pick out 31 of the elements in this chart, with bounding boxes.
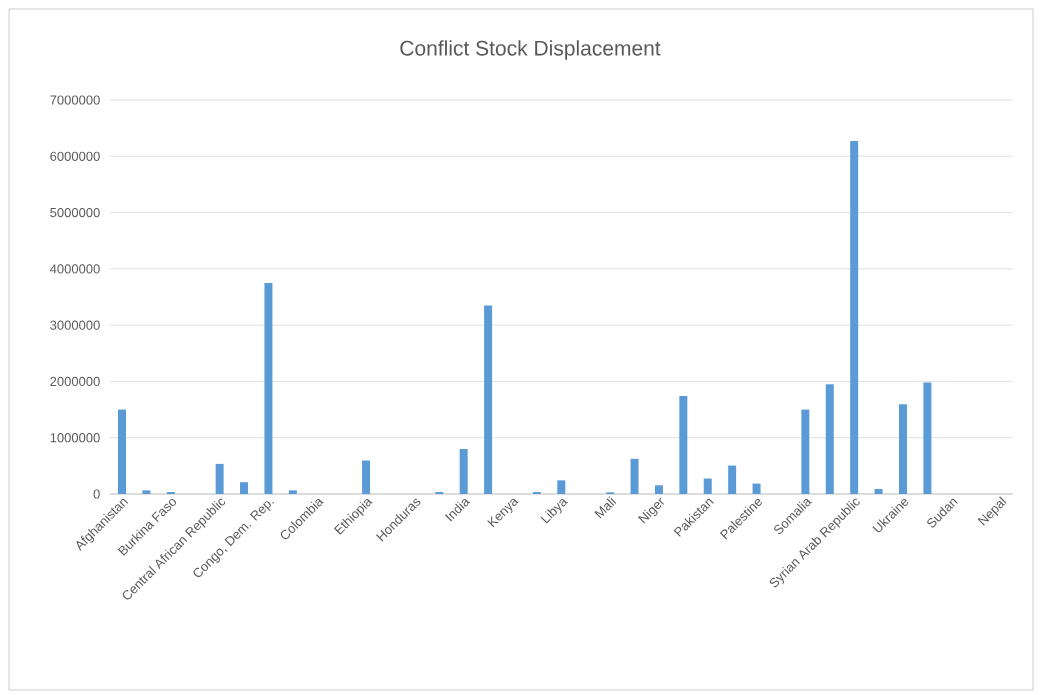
- y-tick-label: 7000000: [50, 95, 100, 105]
- bar: [459, 448, 468, 494]
- bar: [898, 404, 907, 494]
- bar: [679, 396, 688, 494]
- bar: [752, 483, 761, 494]
- y-tick-label: 6000000: [50, 151, 100, 161]
- bar: [874, 488, 883, 494]
- bar: [654, 485, 663, 494]
- bar: [850, 141, 859, 494]
- y-tick-label: 2000000: [50, 376, 100, 387]
- y-tick-label: 3000000: [50, 320, 100, 330]
- bar: [703, 478, 712, 494]
- bar: [557, 480, 566, 494]
- y-tick-label: 1000000: [50, 433, 100, 443]
- y-tick-label: 4000000: [49, 264, 100, 274]
- bar: [288, 490, 297, 494]
- bar: [362, 460, 371, 494]
- y-tick-label: 5000000: [50, 207, 100, 218]
- bar: [801, 409, 810, 494]
- chart-title: Conflict Stock Displacement: [400, 40, 661, 60]
- bar: [484, 305, 493, 494]
- bar: [923, 382, 932, 494]
- bar: [630, 458, 639, 494]
- bar: [118, 409, 127, 494]
- bar: [142, 490, 151, 494]
- bar: [215, 463, 224, 494]
- bar: [728, 465, 737, 494]
- y-tick-label: 0: [93, 489, 100, 499]
- bar: [240, 482, 249, 494]
- bar: [264, 282, 273, 494]
- bar: [825, 384, 834, 494]
